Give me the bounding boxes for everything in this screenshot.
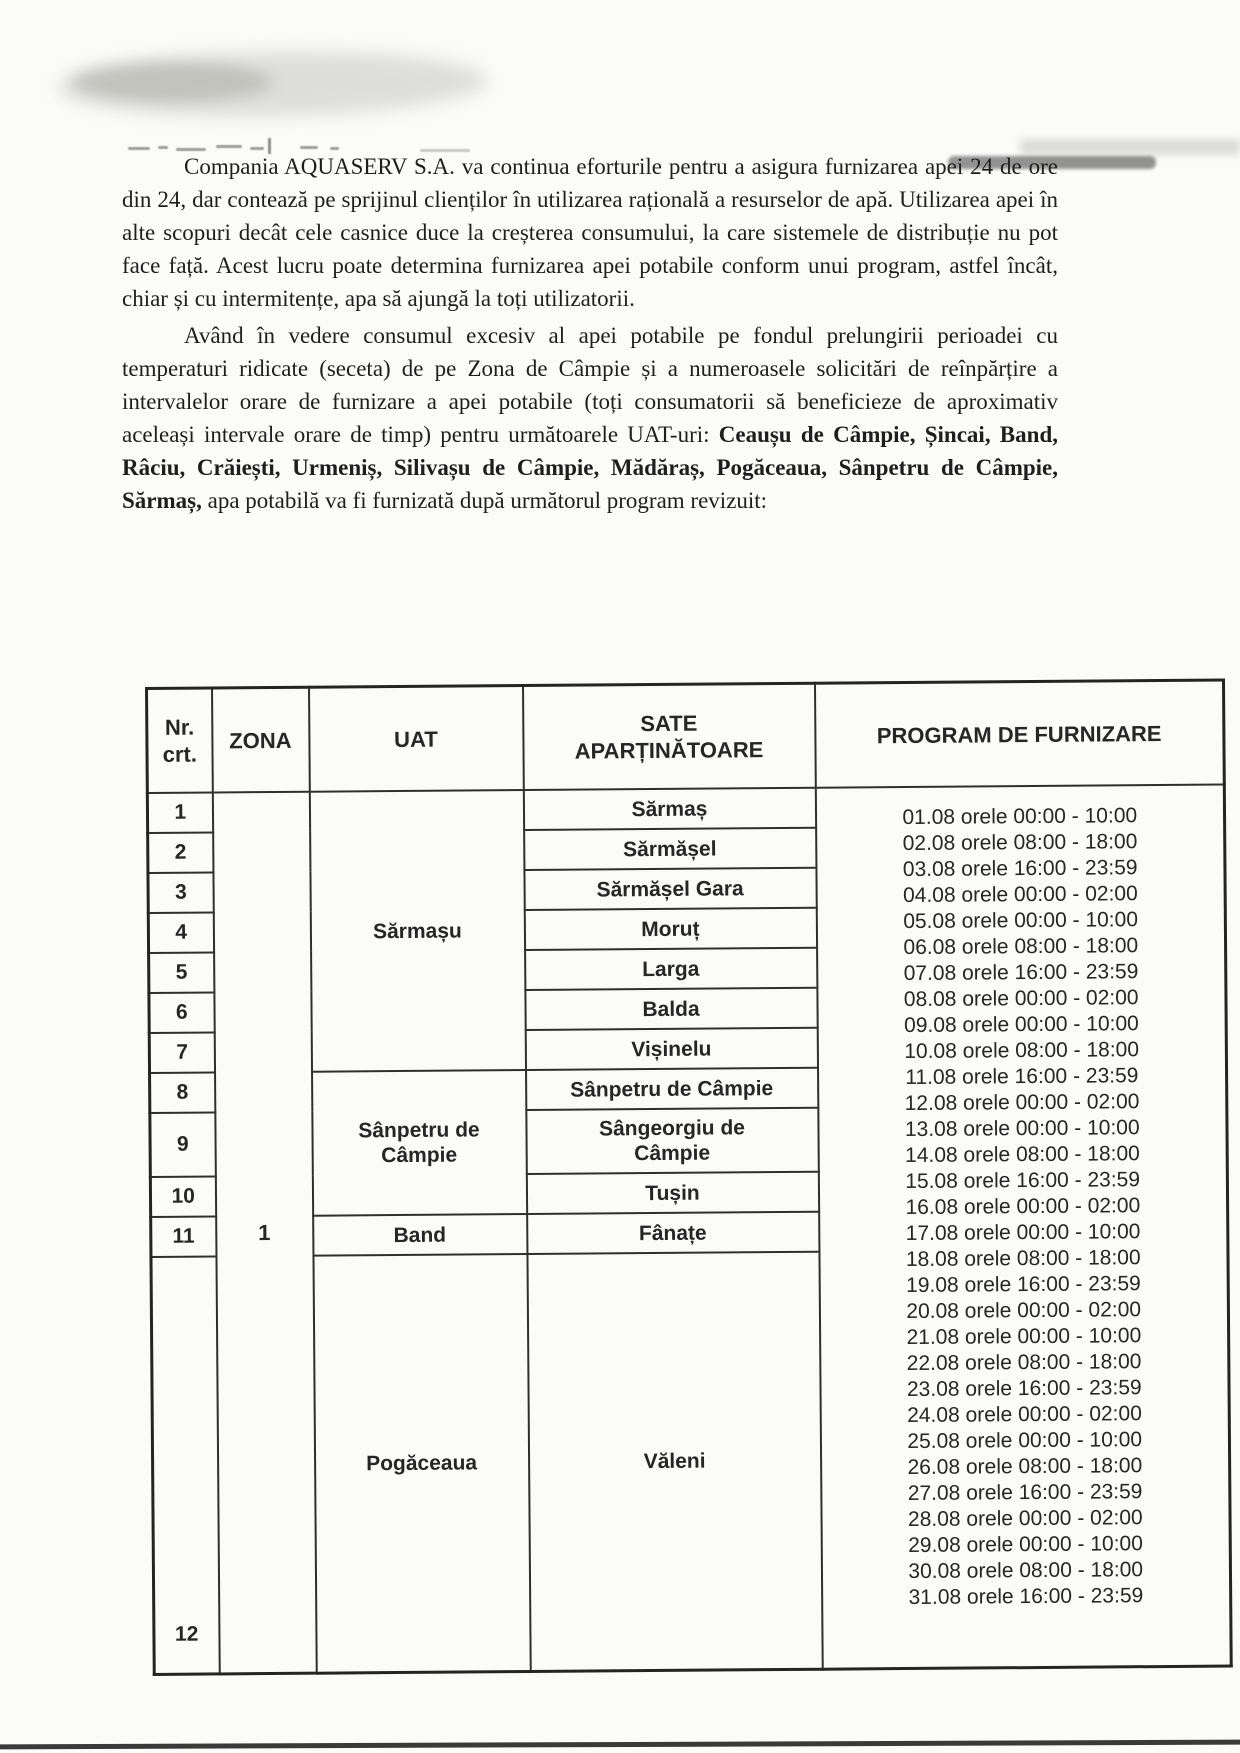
sat-cell: Sângeorgiu de Câmpie — [525, 1107, 819, 1175]
page-bottom-rule — [0, 1739, 1240, 1750]
scan-dash-artifact — [250, 147, 264, 150]
program-cell: 01.08 orele 00:00 - 10:00 02.08 orele 08:… — [815, 784, 1232, 1670]
sat-cell: Moruț — [524, 907, 817, 951]
scan-dash-artifact — [300, 146, 318, 149]
nr-cell: 12 — [150, 1256, 220, 1675]
water-supply-table-wrapper: Nr. crt. ZONA UAT SATE APARȚINĂTOARE PRO… — [145, 678, 1233, 1676]
scan-dash-artifact — [420, 149, 470, 152]
program-line: 04.08 orele 00:00 - 02:00 — [902, 882, 1138, 908]
water-supply-schedule-table: Nr. crt. ZONA UAT SATE APARȚINĂTOARE PRO… — [145, 678, 1233, 1676]
header-nr-crt: Nr. crt. — [146, 687, 213, 793]
nr-cell: 6 — [148, 992, 215, 1033]
program-line: 17.08 orele 00:00 - 10:00 — [905, 1220, 1141, 1246]
program-line: 07.08 orele 16:00 - 23:59 — [903, 960, 1139, 986]
uat-cell-band: Band — [312, 1214, 527, 1256]
sat-cell: Fânațe — [526, 1211, 819, 1255]
table-row: 1 1 Sărmașu Sărmaș 01.08 orele 00:00 - 1… — [147, 784, 1232, 1674]
sat-cell: Sărmaș — [523, 787, 816, 831]
program-line: 19.08 orele 16:00 - 23:59 — [906, 1272, 1141, 1298]
sat-cell: Balda — [524, 987, 818, 1031]
program-line: 26.08 orele 08:00 - 18:00 — [907, 1454, 1143, 1480]
program-line: 06.08 orele 08:00 - 18:00 — [903, 934, 1139, 960]
uat-cell-sanpetru: Sânpetru de Câmpie — [311, 1070, 527, 1216]
sat-cell: Tușin — [526, 1171, 819, 1215]
header-program-furnizare: PROGRAM DE FURNIZARE — [814, 680, 1225, 788]
sat-cell: Vișinelu — [525, 1027, 818, 1071]
schedule-paragraph-tail: apa potabilă va fi furnizată după următo… — [201, 488, 768, 513]
program-line: 10.08 orele 08:00 - 18:00 — [904, 1038, 1140, 1064]
sat-cell: Larga — [524, 947, 817, 991]
program-line: 27.08 orele 16:00 - 23:59 — [907, 1480, 1143, 1506]
program-line: 09.08 orele 00:00 - 10:00 — [903, 1012, 1139, 1038]
intro-paragraph: Compania AQUASERV S.A. va continua efort… — [122, 154, 1058, 311]
nr-cell: 3 — [147, 872, 214, 913]
program-line: 31.08 orele 16:00 - 23:59 — [908, 1584, 1144, 1610]
sat-cell: Sărmășel Gara — [523, 867, 817, 911]
header-uat: UAT — [308, 685, 524, 792]
scan-dash-artifact — [128, 147, 150, 150]
nr-cell: 9 — [149, 1112, 216, 1177]
zona-cell: 1 — [212, 791, 317, 1674]
uat-cell-pogaceaua: Pogăceaua — [312, 1254, 531, 1674]
nr-cell: 11 — [150, 1216, 216, 1257]
program-line: 21.08 orele 00:00 - 10:00 — [906, 1324, 1142, 1350]
scan-blob-artifact-core — [72, 62, 272, 102]
program-line: 02.08 orele 08:00 - 18:00 — [902, 830, 1138, 856]
program-line: 01.08 orele 00:00 - 10:00 — [902, 804, 1138, 830]
program-line: 12.08 orele 00:00 - 02:00 — [904, 1090, 1140, 1116]
scan-dash-artifact — [176, 148, 206, 151]
program-line: 08.08 orele 00:00 - 02:00 — [903, 986, 1139, 1012]
program-line: 13.08 orele 00:00 - 10:00 — [904, 1116, 1140, 1142]
program-line: 28.08 orele 00:00 - 02:00 — [907, 1506, 1143, 1532]
program-line: 30.08 orele 08:00 - 18:00 — [908, 1558, 1144, 1584]
program-line: 25.08 orele 00:00 - 10:00 — [907, 1428, 1143, 1454]
program-line: 20.08 orele 00:00 - 02:00 — [906, 1298, 1142, 1324]
uat-cell-sarmasu: Sărmașu — [309, 790, 526, 1072]
program-line: 16.08 orele 00:00 - 02:00 — [905, 1194, 1141, 1220]
nr-cell: 7 — [149, 1032, 215, 1073]
uat-list-bold: Ceaușu de Câmpie, Șincai, Band, Râciu, C… — [122, 422, 1058, 513]
program-line: 24.08 orele 00:00 - 02:00 — [907, 1402, 1142, 1428]
program-line: 23.08 orele 16:00 - 23:59 — [906, 1376, 1142, 1402]
sat-cell: Văleni — [526, 1251, 823, 1672]
nr-cell: 4 — [148, 912, 214, 953]
sat-cell: Sânpetru de Câmpie — [525, 1067, 818, 1111]
nr-cell: 2 — [147, 832, 213, 873]
scan-dash-artifact — [216, 145, 242, 148]
sat-cell: Sărmășel — [523, 827, 816, 871]
program-line: 29.08 orele 00:00 - 10:00 — [908, 1532, 1143, 1558]
program-line: 05.08 orele 00:00 - 10:00 — [903, 908, 1139, 934]
program-schedule-list: 01.08 orele 00:00 - 10:00 02.08 orele 08:… — [816, 803, 1229, 1612]
program-line: 18.08 orele 08:00 - 18:00 — [905, 1246, 1141, 1272]
document-body-text: Compania AQUASERV S.A. va continua efort… — [122, 150, 1058, 517]
header-sate-apartinatoare: SATE APARȚINĂTOARE — [522, 683, 816, 791]
schedule-paragraph: Având în vedere consumul excesiv al apei… — [122, 319, 1058, 517]
program-line: 22.08 orele 08:00 - 18:00 — [906, 1350, 1142, 1376]
nr-cell: 5 — [148, 952, 214, 993]
scan-blob-artifact — [57, 48, 489, 120]
nr-cell: 8 — [149, 1072, 215, 1113]
schedule-paragraph-intro: Având în vedere consumul excesiv al apei… — [122, 323, 1058, 447]
header-zona: ZONA — [211, 687, 310, 793]
program-line: 15.08 orele 16:00 - 23:59 — [905, 1168, 1141, 1194]
scan-dash-artifact — [158, 146, 168, 149]
program-line: 11.08 orele 16:00 - 23:59 — [905, 1064, 1139, 1090]
program-line: 14.08 orele 08:00 - 18:00 — [905, 1142, 1140, 1168]
program-line: 03.08 orele 16:00 - 23:59 — [902, 856, 1138, 882]
nr-cell: 10 — [150, 1176, 216, 1217]
scan-dash-artifact — [330, 147, 339, 150]
nr-cell: 1 — [147, 792, 213, 833]
